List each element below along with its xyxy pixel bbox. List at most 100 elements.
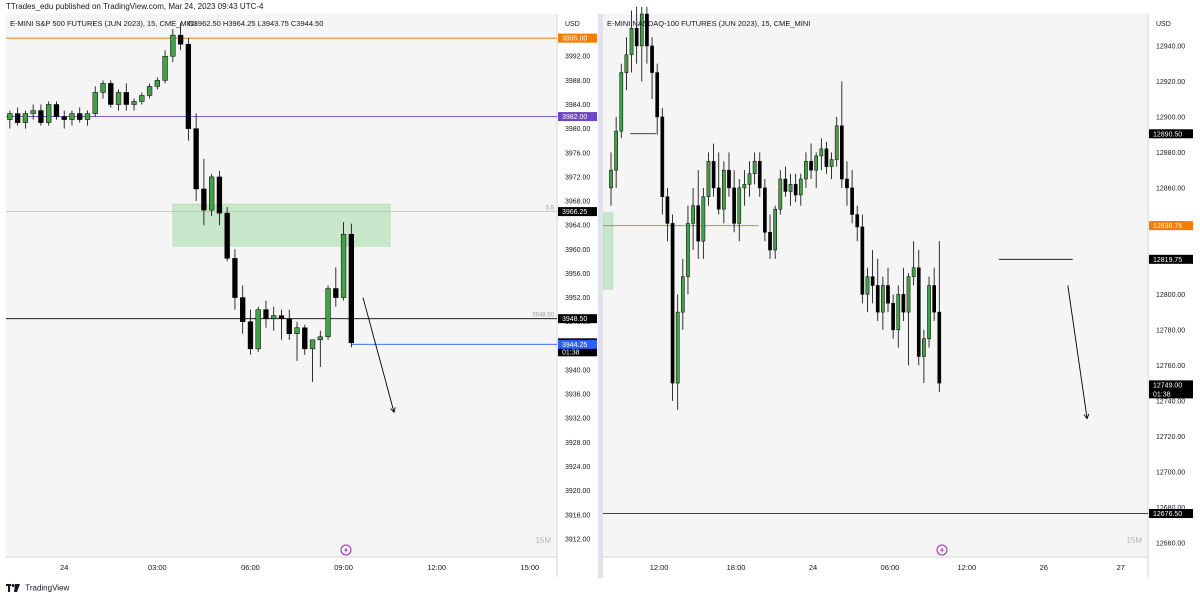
candle-down [645,13,649,47]
candle-down [901,294,906,313]
candle-up [911,267,916,277]
y-tick-label: 3928.00 [565,440,590,447]
supply-zone [172,203,391,247]
price-tag-text: 12890.50 [1153,131,1182,138]
candle-down [732,187,736,224]
candle-down [824,148,829,167]
charts-canvas[interactable]: 0.5 3948.50 E-MINI S&P 500 FUTURES (JUN 20… [0,0,1200,578]
candle-down [247,321,254,350]
price-tag: 12749.00 01:38 [1149,380,1193,399]
plot-background [6,14,557,557]
price-tag: 12890.50 [1149,129,1193,139]
panel-separator [598,14,603,578]
candle-down [77,113,83,120]
x-tick-label: 12:00 [650,563,669,572]
candle-down [757,161,762,189]
candle-down [53,104,60,117]
y-tick-label: 12740.00 [1156,398,1185,405]
candle-down [716,187,721,210]
candle-up [773,208,777,251]
y-tick-label: 3912.00 [565,536,590,543]
candle-down [232,258,238,298]
price-tag: 3966.25 [558,207,597,217]
candle-up [680,276,685,313]
price-tag-countdown: 01:38 [1153,391,1171,398]
y-tick-label: 12660.00 [1156,540,1185,547]
candle-down [655,72,660,118]
candle-down [302,327,308,350]
price-tag: 12676.50 [1149,509,1193,519]
chart-panel-1: 0.5 3948.50 E-MINI S&P 500 FUTURES (JUN 20… [6,14,598,577]
candle-down [123,92,129,105]
candle-down [634,27,639,47]
candle-up [742,184,747,189]
level-label: 0.5 [546,206,555,212]
candle-down [768,232,772,251]
candle-down [845,178,849,189]
price-tag-text: 3948.50 [562,316,587,323]
candle-up [162,55,168,81]
candle-down [870,276,875,286]
y-tick-label: 3924.00 [565,464,590,471]
price-tag-text: 3944.25 [562,342,587,349]
candle-down [240,297,246,322]
plot-background [603,14,1148,557]
candle-up [340,233,347,298]
lightning-icon [340,544,352,556]
y-tick-label: 12780.00 [1156,327,1185,334]
candle-up [834,125,839,160]
candle-up [819,148,824,157]
x-tick-label: 15:00 [520,563,539,572]
price-tag: 3944.25 [558,339,597,349]
brand-name: TradingView [25,583,70,593]
candle-up [325,288,331,338]
price-tag-bg [1149,129,1193,139]
price-tag-text: 12838.75 [1153,223,1182,230]
currency-label: USD [1156,21,1171,28]
lightning-icon [936,544,948,556]
price-axis [1148,14,1194,577]
candle-up [294,327,300,335]
candle-down [860,226,865,295]
timeframe-badge: 15M [1126,536,1142,545]
y-tick-label: 12880.00 [1156,150,1185,157]
candle-up [881,285,885,313]
price-tag-bg [1149,254,1193,264]
candle-down [891,302,895,331]
candle-up [131,101,137,105]
currency-label: USD [565,21,580,28]
candle-up [614,130,618,171]
y-tick-label: 3932.00 [565,416,590,423]
projection-arrow [362,297,395,413]
y-tick-label: 3968.00 [565,199,590,206]
publish-header: TTrades_edu published on TradingView.com… [0,0,1200,14]
y-tick-label: 3952.00 [565,295,590,302]
lightning-bolt [940,547,944,553]
price-axis [557,14,598,577]
price-tag: 3995.00 [558,33,597,43]
candle-down [61,116,67,120]
price-tag-text: 3995.00 [562,36,587,43]
candle-up [317,336,323,341]
candle-up [906,276,911,313]
price-tag-bg [558,33,597,43]
candle-down [278,315,285,319]
x-tick-label: 12:00 [427,563,446,572]
candle-up [208,176,215,211]
candle-down [932,285,937,313]
candle-up [619,72,624,132]
candle-down [763,187,767,233]
candle-down [224,212,230,259]
candle-up [639,13,644,47]
arrow-head-icon [1083,413,1090,420]
price-tag-bg [1149,221,1193,231]
price-tag-text: 3982.00 [562,114,587,121]
y-tick-label: 3920.00 [565,488,590,495]
candle-up [139,95,145,102]
y-tick-label: 12760.00 [1156,363,1185,370]
candle-down [839,125,844,180]
chart-title: E-MINI S&P 500 FUTURES (JUN 2023), 15, C… [10,19,196,28]
price-tag-text: 3966.25 [562,209,587,216]
candle-down [875,285,880,313]
candle-up [747,173,752,185]
